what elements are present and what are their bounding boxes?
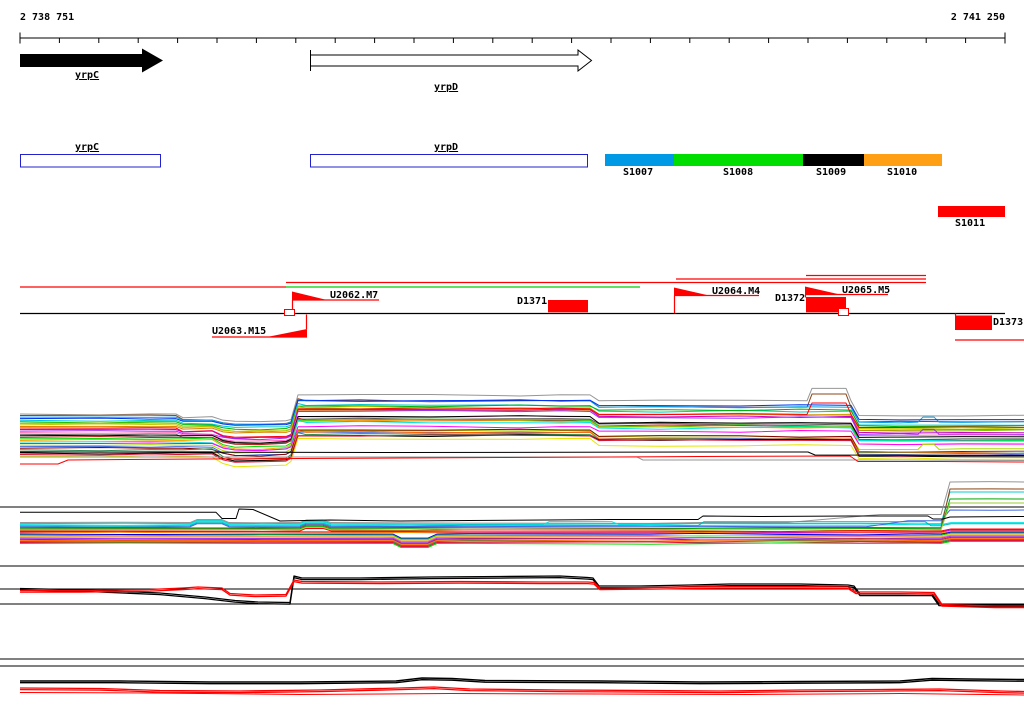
segment-label-1[interactable]: S1008 [723,167,754,178]
profile-panel-4-series [19,692,1024,696]
profile-panel-1-series [19,409,1024,434]
profile-panel-1-series [20,456,1024,461]
segment-label-0[interactable]: S1007 [623,167,654,178]
segment-rect-S1011[interactable] [938,206,1005,217]
marker-flag-label-2[interactable]: U2064.M4 [712,286,761,297]
profile-panel-2-series [19,502,1024,531]
profile-panel-1-series [19,437,1024,468]
profile-panel-2-series [19,541,1024,549]
profile-panel-3-series [19,576,1024,608]
marker-wedge-U2062.M7[interactable] [292,291,327,301]
segment-rect-S1010[interactable] [864,154,942,166]
probe-label-1[interactable]: D1372 [775,293,806,304]
profile-panel-1-series [19,425,1024,452]
probe-label-0[interactable]: D1371 [517,296,548,307]
gene-arrow-label-1[interactable]: yrpD [434,82,459,93]
probe-label-2[interactable]: D1373 [993,317,1024,328]
gene-arrow-yrpC[interactable] [20,48,163,73]
ruler-start-label: 2 738 751 [20,12,75,23]
profile-panel-3-series [20,579,1024,607]
profile-panel-1-series [19,451,1024,456]
segment-label-4[interactable]: S1011 [955,218,986,229]
profile-panel-1-series [19,387,1024,423]
profile-panel-2-series [19,530,1024,535]
profile-panel-4-series [19,687,1024,694]
profile-panel-2-series [19,536,1024,544]
profile-panel-2-series [19,537,1024,545]
profile-panel-1-series [19,418,1024,448]
gene-arrow-label-0[interactable]: yrpC [75,70,100,81]
profile-panel-1-series [19,434,1024,463]
profile-panel-1-series [19,403,1024,428]
ruler-end-label: 2 741 250 [950,12,1005,23]
profile-panel-1-series [19,408,1024,439]
marker-target-rect-U2062.M7[interactable] [284,309,295,316]
profile-panel-2-series [19,538,1024,546]
segment-rect-S1008[interactable] [674,154,803,166]
profile-panel-1-series [19,415,1024,444]
marker-wedge-U2065.M5[interactable] [805,286,840,295]
profile-panel-1-series [19,428,1024,457]
profile-panel-1-series [19,399,1024,426]
marker-wedge-U2063.M15[interactable] [267,329,307,337]
profile-panel-3-series [20,580,1024,609]
gene-arrow-yrpD[interactable] [310,48,593,73]
gene-box-label-0[interactable]: yrpC [75,142,100,153]
marker-flag-label-1[interactable]: U2063.M15 [212,326,267,337]
profile-panel-2-series [19,509,1024,529]
probe-rect-D1373[interactable] [955,315,992,331]
profile-panel-2-series [19,481,1024,524]
profile-panel-2-series [19,521,1024,527]
probe-rect-D1371[interactable] [548,300,588,313]
profile-panel-1-series [19,434,1024,462]
profile-panel-1-series [19,399,1024,425]
profile-panel-2-series [19,540,1024,547]
segment-rect-S1007[interactable] [605,154,674,166]
probe-rect-D1372[interactable] [806,297,846,313]
profile-panel-2-series [19,488,1024,529]
profile-panel-2-series [19,527,1024,533]
profile-panel-1-series [19,404,1024,431]
gene-box-yrpD[interactable] [310,154,588,168]
gene-box-label-1[interactable]: yrpD [434,142,459,153]
segment-label-3[interactable]: S1010 [887,167,918,178]
profile-panel-2-series [19,531,1024,539]
profile-panel-1-series [19,419,1024,452]
profile-panel-2-series [20,508,1024,522]
profile-panel-2-series [19,491,1024,525]
marker-target-rect-U2065.M5[interactable] [838,308,849,316]
marker-flag-label-3[interactable]: U2065.M5 [842,285,891,296]
profile-panel-4-series [20,677,1024,683]
profile-panel-2-series [19,533,1024,541]
segment-label-2[interactable]: S1009 [816,167,847,178]
marker-wedge-U2064.M4[interactable] [674,287,709,296]
profile-panel-1-series [19,429,1024,454]
profile-panel-2-series [19,534,1024,542]
gene-box-yrpC[interactable] [20,154,161,168]
profile-panel-4-series [20,679,1024,685]
profile-panel-1-series [20,455,1024,465]
profile-panel-1-series [19,429,1024,462]
marker-flag-label-0[interactable]: U2062.M7 [330,290,379,301]
segment-rect-S1009[interactable] [803,154,864,166]
profile-panel-4-series [19,686,1024,693]
profile-panel-2-series [19,532,1024,540]
